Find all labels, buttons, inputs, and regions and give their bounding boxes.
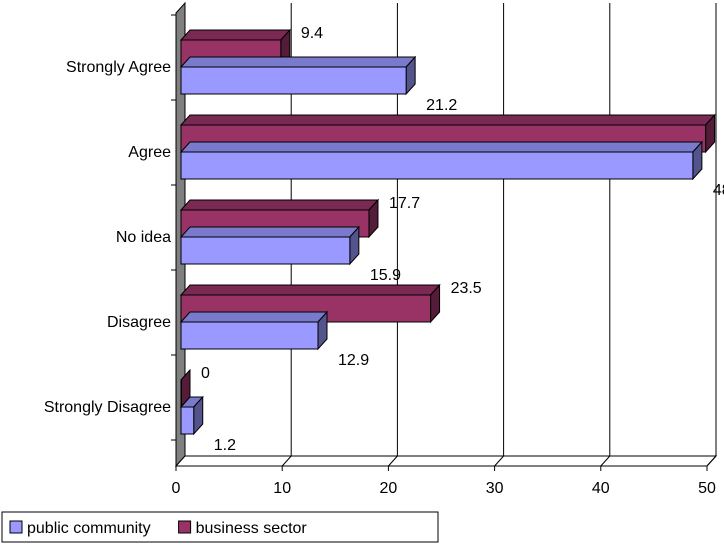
data-label-business-sector: 23.5: [451, 280, 482, 297]
bar-public-community-top: [179, 141, 704, 153]
legend-box: [1, 511, 439, 543]
floor: [174, 455, 718, 467]
bar-business-sector-top: [179, 284, 441, 296]
data-label-public-community: 12.9: [338, 352, 369, 369]
data-label-business-sector: 17.7: [389, 195, 420, 212]
data-label-public-community: 48.2: [713, 182, 724, 199]
gridline-floor: [281, 455, 292, 467]
category-label: Disagree: [107, 314, 171, 331]
bar-business-sector-top: [179, 199, 380, 211]
bar-public-community: [180, 321, 319, 350]
category-label: Strongly Agree: [66, 59, 171, 76]
bar-business-sector-top: [179, 29, 291, 41]
bar-public-community: [180, 236, 351, 265]
gridline-floor: [388, 455, 398, 467]
x-tick-label: 0: [172, 480, 181, 497]
bar-business-sector: [180, 379, 182, 408]
legend-label: business sector: [196, 520, 308, 537]
legend-swatch: [178, 520, 192, 534]
gridline-floor: [494, 455, 504, 467]
bar-business-sector-top: [179, 114, 716, 126]
x-tick-label: 20: [380, 480, 398, 497]
bar-public-community-top: [179, 56, 417, 68]
bar-public-community: [180, 66, 407, 95]
bar-public-community-top: [179, 226, 360, 238]
gridline-floor: [706, 455, 717, 467]
bar-public-community: [180, 151, 694, 180]
legend-label: public community: [27, 520, 151, 537]
data-label-business-sector: 9.4: [301, 25, 323, 42]
category-label: Agree: [128, 144, 171, 161]
bar-public-community: [180, 406, 195, 435]
category-label: No idea: [116, 229, 171, 246]
legend-swatch: [9, 520, 23, 534]
data-label-public-community: 1.2: [214, 437, 236, 454]
data-label-business-sector: 0: [201, 365, 210, 382]
x-tick-label: 50: [698, 480, 716, 497]
bar-public-community-top: [179, 311, 329, 323]
x-tick-label: 10: [273, 480, 291, 497]
category-label: Strongly Disagree: [44, 399, 171, 416]
data-label-public-community: 15.9: [370, 267, 401, 284]
data-label-public-community: 21.2: [426, 97, 457, 114]
x-tick-label: 40: [592, 480, 610, 497]
gridline-floor: [600, 455, 611, 467]
x-tick-label: 30: [486, 480, 504, 497]
